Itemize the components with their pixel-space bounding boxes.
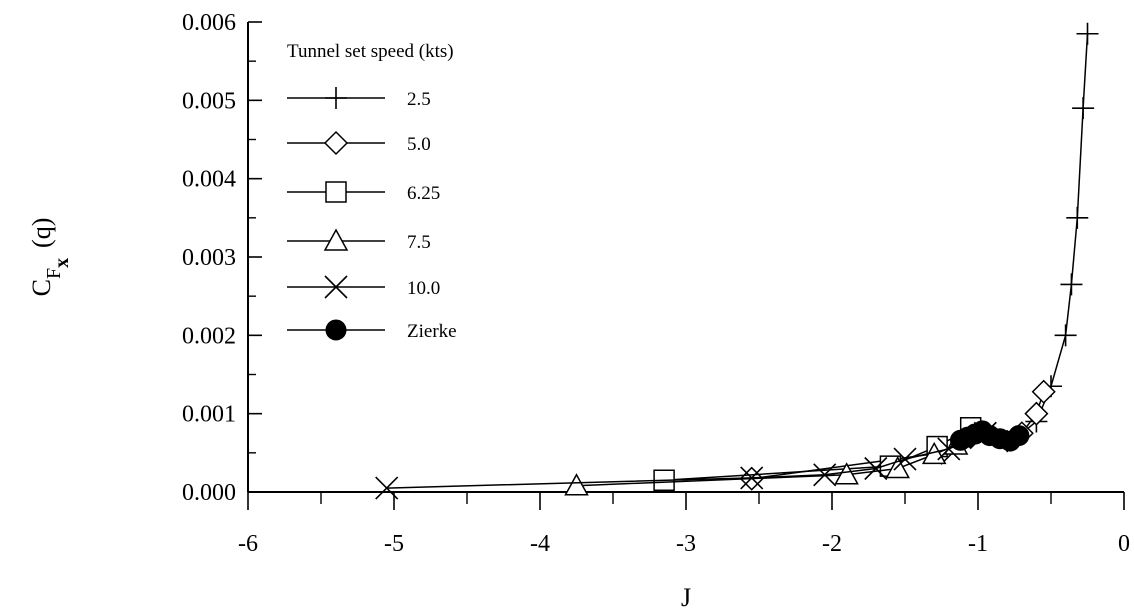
- data-point: [1066, 206, 1089, 229]
- data-point: [813, 463, 837, 487]
- legend-marker: [323, 228, 349, 251]
- legend-marker: [323, 130, 349, 156]
- y-tick-label: 0.006: [182, 10, 236, 36]
- data-point: [564, 473, 589, 496]
- legend-label: 10.0: [407, 278, 440, 299]
- legend: Tunnel set speed (kts) 2.5 5.0 6.25 7.5 10.0 Z…: [287, 41, 457, 342]
- legend-entry: Zierke: [287, 319, 457, 342]
- legend-marker: [325, 319, 347, 341]
- legend-entry: 6.25: [287, 181, 440, 204]
- data-point: [893, 447, 917, 471]
- legend-entry: 7.5: [287, 228, 431, 253]
- x-tick-label: -1: [968, 531, 988, 557]
- x-axis-title: J: [681, 583, 691, 612]
- y-tick-label: 0.000: [182, 480, 236, 506]
- legend-entry: 10.0: [287, 275, 440, 299]
- data-point: [864, 456, 888, 481]
- legend-marker: [325, 181, 347, 203]
- series-line: [1006, 33, 1089, 442]
- data-point: [1072, 97, 1095, 120]
- data-point: [1031, 379, 1056, 404]
- series-layer: [375, 22, 1099, 500]
- legend-label: 5.0: [407, 134, 431, 155]
- series-cross: [375, 421, 997, 500]
- data-point: [949, 429, 971, 451]
- legend-label: 6.25: [407, 183, 440, 204]
- x-tick-label: -5: [384, 531, 404, 557]
- data-point: [740, 466, 764, 490]
- legend-label: 2.5: [407, 89, 431, 110]
- x-tick-label: -4: [530, 531, 550, 557]
- legend-entry: 2.5: [287, 87, 431, 110]
- series-triangle: [564, 432, 969, 496]
- y-tick-label: 0.004: [182, 167, 236, 193]
- data-point: [1054, 324, 1077, 347]
- y-tick-label: 0.002: [182, 323, 236, 349]
- y-axis-title-sub: F: [43, 268, 65, 279]
- legend-title: Tunnel set speed (kts): [287, 41, 454, 62]
- x-tick-label: -2: [822, 531, 842, 557]
- legend-marker: [325, 87, 347, 109]
- data-point: [834, 462, 859, 485]
- x-tick-label: -3: [676, 531, 696, 557]
- x-tick-label: 0: [1118, 531, 1130, 557]
- y-axis-title: CFx (q): [27, 218, 73, 297]
- y-tick-label: 0.001: [182, 402, 236, 428]
- y-tick-label: 0.005: [182, 88, 236, 114]
- axes: 0.000 0.001 0.002 0.003 0.004 0.005 0.006 -6 -5 -…: [27, 10, 1130, 612]
- legend-entry: 5.0: [287, 130, 431, 156]
- y-axis-title-subsub: x: [51, 258, 73, 268]
- data-point: [1060, 273, 1083, 296]
- y-axis-title-main: C: [27, 279, 56, 296]
- y-tick-label: 0.003: [182, 245, 236, 271]
- y-axis-title-suffix: (q): [27, 218, 56, 248]
- data-point: [375, 476, 399, 500]
- x-tick-label: -6: [238, 531, 258, 557]
- series-filled-circle: [949, 420, 1030, 452]
- data-point: [1076, 22, 1099, 45]
- legend-marker: [324, 275, 348, 299]
- legend-label: Zierke: [407, 321, 457, 342]
- data-point: [1024, 401, 1049, 426]
- legend-label: 7.5: [407, 232, 431, 253]
